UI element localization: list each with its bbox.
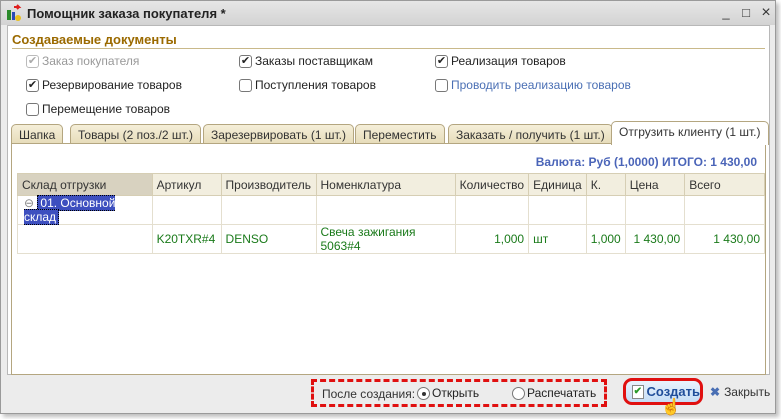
warehouse-group[interactable]: 01. Основной склад: [24, 195, 116, 225]
close-x-icon: ✖: [710, 385, 721, 399]
checkbox-label: Заказы поставщикам: [255, 54, 374, 68]
cell-article: K20TXR#4: [151, 224, 222, 254]
hand-cursor-icon: ☝: [661, 399, 681, 416]
checkbox-goods-sale[interactable]: ✔ Реализация товаров: [435, 54, 566, 68]
minimize-button[interactable]: _: [722, 5, 730, 20]
create-button[interactable]: ✔ Создать: [623, 378, 703, 405]
app-icon: [7, 4, 22, 21]
title-bar: Помощник заказа покупателя * _ □ ×: [1, 1, 775, 25]
cell-nomenclature: Свеча зажигания 5063#4: [315, 224, 456, 254]
table-row[interactable]: K20TXR#4 DENSO Свеча зажигания 5063#4 1,…: [17, 224, 765, 254]
radio-empty-icon: [512, 386, 525, 400]
checkbox-customer-order[interactable]: ✔ Заказ покупателя: [26, 54, 139, 68]
checkbox-post-sale[interactable]: Проводить реализацию товаров: [435, 78, 631, 92]
checkbox-receipts[interactable]: Поступления товаров: [239, 78, 376, 92]
cell-price: 1 430,00: [624, 224, 686, 254]
tab-goods[interactable]: Товары (2 поз./2 шт.): [70, 124, 201, 144]
checkbox-label: Поступления товаров: [255, 78, 376, 92]
section-divider: [12, 48, 765, 49]
after-create-label: После создания:: [322, 387, 416, 401]
radio-open[interactable]: Открыть: [417, 386, 479, 400]
close-button[interactable]: ✖ Закрыть: [710, 385, 770, 399]
maximize-button[interactable]: □: [742, 5, 750, 20]
checkbox-label: Реализация товаров: [451, 54, 566, 68]
col-nomenclature[interactable]: Номенклатура: [315, 173, 456, 196]
checkbox-label: Проводить реализацию товаров: [451, 78, 631, 92]
currency-total: Валюта: Руб (1,0000) ИТОГО: 1 430,00: [535, 155, 757, 169]
tab-transfer[interactable]: Переместить: [355, 124, 445, 144]
footer-bar: После создания: Открыть Распечатать ✔ Со…: [1, 375, 775, 416]
shipment-table: Склад отгрузки Артикул Производитель Ном…: [17, 173, 765, 254]
col-coef[interactable]: К.: [585, 173, 626, 196]
tab-order-receive[interactable]: Заказать / получить (1 шт.): [448, 124, 613, 144]
cell-quantity: 1,000: [454, 224, 530, 254]
checkbox-label: Перемещение товаров: [42, 102, 170, 116]
checkbox-checked-icon: ✔: [26, 78, 39, 92]
checkbox-label: Резервирование товаров: [42, 78, 182, 92]
col-article[interactable]: Артикул: [151, 173, 222, 196]
tab-header[interactable]: Шапка: [11, 124, 64, 144]
close-label: Закрыть: [724, 385, 771, 399]
checkbox-empty-icon: [239, 78, 252, 92]
table-header-row: Склад отгрузки Артикул Производитель Ном…: [17, 173, 765, 196]
cell-coef: 1,000: [585, 224, 626, 254]
checkbox-empty-icon: [435, 78, 448, 92]
cell-unit: шт: [528, 224, 587, 254]
radio-print[interactable]: Распечатать: [512, 386, 596, 400]
cell-warehouse: [17, 224, 153, 254]
cell-total: 1 430,00: [684, 224, 765, 254]
form-body: Создаваемые документы ✔ Заказ покупателя …: [7, 25, 770, 375]
checkbox-checked-icon: ✔: [26, 54, 39, 68]
tab-reserve[interactable]: Зарезервировать (1 шт.): [203, 124, 355, 144]
cell-manufacturer: DENSO: [220, 224, 317, 254]
radio-label: Открыть: [432, 386, 480, 400]
radio-label: Распечатать: [527, 386, 597, 400]
col-unit[interactable]: Единица: [528, 173, 587, 196]
radio-selected-icon: [417, 386, 430, 400]
window-title: Помощник заказа покупателя *: [27, 6, 226, 21]
col-price[interactable]: Цена: [624, 173, 686, 196]
col-quantity[interactable]: Количество: [454, 173, 530, 196]
section-title: Создаваемые документы: [12, 32, 177, 47]
checkbox-checked-icon: ✔: [239, 54, 252, 68]
col-manufacturer[interactable]: Производитель: [220, 173, 317, 196]
close-window-button[interactable]: ×: [761, 4, 771, 21]
after-create-options-highlight: После создания: Открыть Распечатать: [311, 379, 607, 407]
checkbox-label: Заказ покупателя: [42, 54, 140, 68]
collapse-icon[interactable]: ⊖: [24, 196, 35, 210]
group-row[interactable]: ⊖ 01. Основной склад: [17, 195, 765, 225]
checkbox-checked-icon: ✔: [435, 54, 448, 68]
create-label: Создать: [646, 384, 700, 399]
tab-panel: Валюта: Руб (1,0000) ИТОГО: 1 430,00 Скл…: [11, 143, 766, 375]
col-total[interactable]: Всего: [684, 173, 765, 196]
col-warehouse[interactable]: Склад отгрузки: [17, 173, 153, 196]
document-check-icon: ✔: [632, 384, 644, 399]
tab-ship-to-client[interactable]: Отгрузить клиенту (1 шт.): [611, 121, 769, 145]
checkbox-transfer[interactable]: Перемещение товаров: [26, 102, 170, 116]
checkbox-reservation[interactable]: ✔ Резервирование товаров: [26, 78, 182, 92]
checkbox-empty-icon: [26, 102, 39, 116]
checkbox-supplier-orders[interactable]: ✔ Заказы поставщикам: [239, 54, 373, 68]
